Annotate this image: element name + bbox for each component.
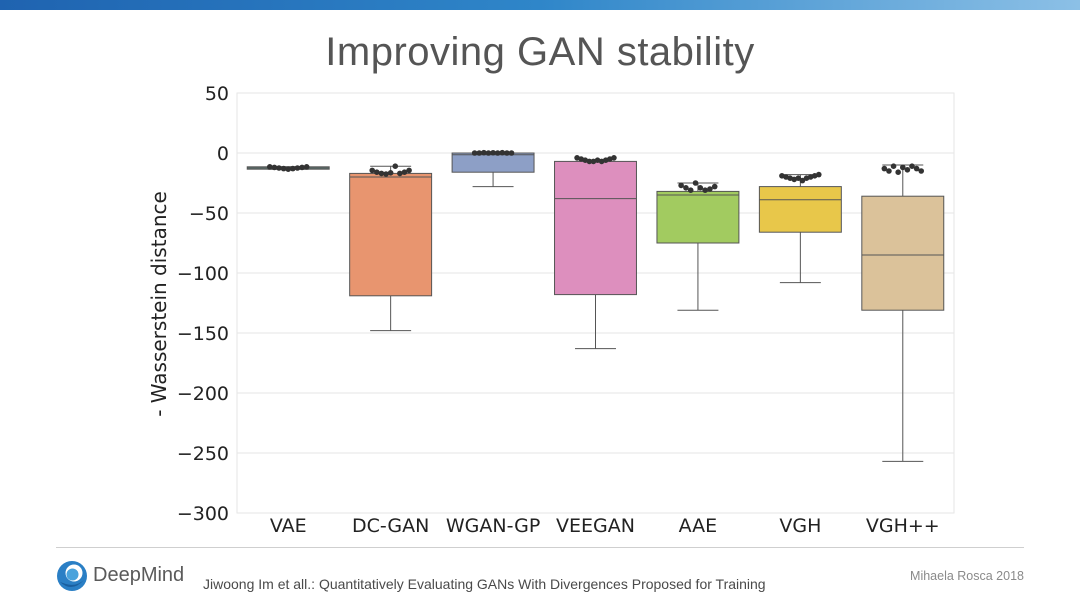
x-tick-label: VEEGAN — [556, 515, 635, 537]
data-point — [387, 170, 394, 176]
data-point — [815, 171, 822, 178]
data-point — [711, 183, 718, 190]
data-point — [485, 150, 492, 156]
data-point — [611, 155, 617, 161]
box-vgh++ — [861, 195, 945, 311]
y-axis-label: - Wasserstein distance — [147, 191, 171, 417]
data-point — [899, 164, 906, 171]
data-point — [799, 177, 806, 184]
data-point — [692, 180, 699, 186]
x-tick-label: WGAN-GP — [446, 515, 540, 537]
slide-title: Improving GAN stability — [325, 30, 755, 74]
data-point — [586, 158, 593, 165]
x-tick-label: VAE — [270, 515, 307, 537]
data-point — [795, 175, 802, 181]
data-point — [280, 165, 287, 172]
data-point — [378, 170, 385, 177]
footer-divider — [56, 547, 1024, 548]
data-point — [909, 163, 915, 169]
author-credit: Mihaela Rosca 2018 — [910, 569, 1024, 583]
data-point — [918, 168, 925, 174]
data-point — [702, 187, 708, 193]
data-point — [683, 185, 689, 191]
data-point — [374, 169, 380, 175]
box-vgh — [758, 186, 842, 233]
data-point — [490, 149, 496, 156]
data-point — [881, 165, 888, 172]
box-veegan — [554, 160, 637, 296]
data-point — [499, 149, 506, 156]
box-wgan-gp — [451, 152, 535, 173]
y-tick-label: −250 — [177, 443, 229, 465]
data-point — [697, 185, 704, 191]
y-tick-label: −200 — [177, 383, 229, 405]
data-point — [890, 163, 897, 169]
data-point — [886, 168, 892, 174]
citation-text: Jiwoong Im et all.: Quantitatively Evalu… — [203, 576, 766, 592]
deepmind-logo-icon — [57, 561, 87, 591]
y-tick-label: −50 — [189, 203, 229, 225]
data-point — [290, 165, 296, 172]
x-tick-label: DC-GAN — [352, 515, 429, 537]
data-point — [508, 150, 515, 156]
x-tick-label: VGH — [779, 515, 821, 537]
data-point — [299, 164, 305, 171]
x-tick-label: VGH++ — [866, 515, 940, 537]
top-accent-bar — [0, 0, 1080, 10]
y-tick-label: −150 — [177, 323, 229, 345]
data-point — [369, 167, 376, 174]
data-point — [294, 165, 301, 171]
data-point — [494, 150, 501, 156]
data-point — [303, 164, 310, 170]
data-point — [397, 170, 403, 177]
box-aae — [656, 190, 740, 244]
box-dc-gan — [349, 172, 433, 297]
data-point — [392, 163, 399, 169]
y-tick-label: 0 — [217, 143, 229, 165]
data-point — [266, 164, 273, 170]
data-point — [383, 171, 389, 177]
data-point — [678, 182, 684, 189]
data-point — [504, 150, 510, 156]
data-point — [913, 165, 920, 172]
data-point — [707, 186, 713, 192]
y-tick-label: −300 — [177, 503, 229, 525]
data-point — [271, 164, 278, 171]
y-tick-label: 50 — [205, 83, 229, 105]
data-point — [285, 166, 292, 172]
data-point — [401, 169, 408, 175]
data-point — [276, 165, 282, 171]
data-point — [481, 149, 487, 156]
data-point — [895, 169, 901, 175]
data-point — [904, 167, 911, 173]
data-point — [687, 187, 694, 193]
x-tick-label: AAE — [679, 515, 718, 537]
data-point — [476, 150, 483, 156]
brand-name: DeepMind — [93, 564, 185, 586]
y-tick-label: −100 — [177, 263, 229, 285]
data-point — [471, 150, 478, 156]
data-point — [406, 167, 412, 174]
